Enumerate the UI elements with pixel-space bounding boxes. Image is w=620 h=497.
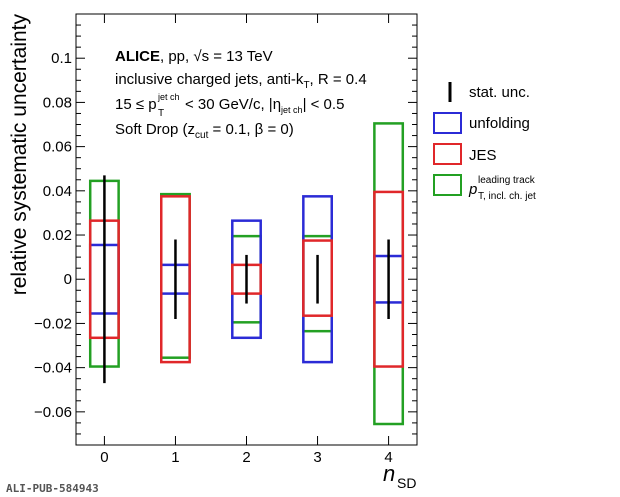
x-tick-label: 1 <box>171 449 179 466</box>
y-tick-label: 0.02 <box>43 227 72 244</box>
y-tick-label: 0 <box>64 271 72 288</box>
y-tick-label: 0.04 <box>43 183 72 200</box>
y-tick-label: 0.08 <box>43 94 72 111</box>
legend-leading-track-sub: T, incl. ch. jet <box>478 191 536 202</box>
x-tick-label: 2 <box>242 449 250 466</box>
annotation-line-3-sub: T <box>158 108 164 119</box>
legend-unfolding-label: unfolding <box>469 115 530 132</box>
annotation-block: ALICE, pp, √s = 13 TeV inclusive charged… <box>115 48 367 141</box>
y-axis-label: relative systematic uncertainty <box>8 14 31 296</box>
legend-unfolding-marker <box>433 112 462 134</box>
legend-leading-track-marker <box>433 174 462 196</box>
legend-jes-marker <box>433 143 462 165</box>
y-tick-label: −0.02 <box>34 315 72 332</box>
x-tick-label: 0 <box>100 449 108 466</box>
data-marks <box>88 122 405 426</box>
y-tick-label: −0.06 <box>34 404 72 421</box>
annotation-line-2: inclusive charged jets, anti-kT, R = 0.4 <box>115 71 367 91</box>
axes: −0.06 −0.04 −0.02 0 0.02 0.04 0.06 0.08 0.1 0 1 2 3 4 <box>34 13 417 466</box>
jes-box <box>373 190 405 368</box>
legend-stat-label: stat. unc. <box>469 84 530 101</box>
jes-box <box>160 195 191 364</box>
legend-leading-track-sup: leading track <box>478 175 536 186</box>
annotation-line-3: 15 ≤ p <box>115 96 157 113</box>
annotation-line-4: Soft Drop (zcut = 0.1, β = 0) <box>115 121 294 141</box>
y-tick-label: 0.06 <box>43 139 72 156</box>
legend: stat. unc. unfolding JES p leading track… <box>433 82 536 202</box>
annotation-line-3-b: < 30 GeV/c, |ηjet ch| < 0.5 <box>185 96 344 115</box>
y-tick-label: −0.04 <box>34 360 72 377</box>
legend-leading-track-label: p <box>468 181 477 198</box>
x-tick-label: 4 <box>384 449 392 466</box>
y-tick-label: 0.1 <box>51 50 72 67</box>
annotation-line-1: ALICE, pp, √s = 13 TeV <box>115 48 273 65</box>
x-tick-label: 3 <box>313 449 321 466</box>
jes-box <box>302 239 334 317</box>
x-axis-label-subscript: SD <box>397 475 416 491</box>
publication-id: ALI-PUB-584943 <box>6 482 99 495</box>
annotation-line-3-sup: jet ch <box>157 92 180 102</box>
x-axis-label: n <box>383 461 395 486</box>
legend-jes-label: JES <box>469 147 497 164</box>
